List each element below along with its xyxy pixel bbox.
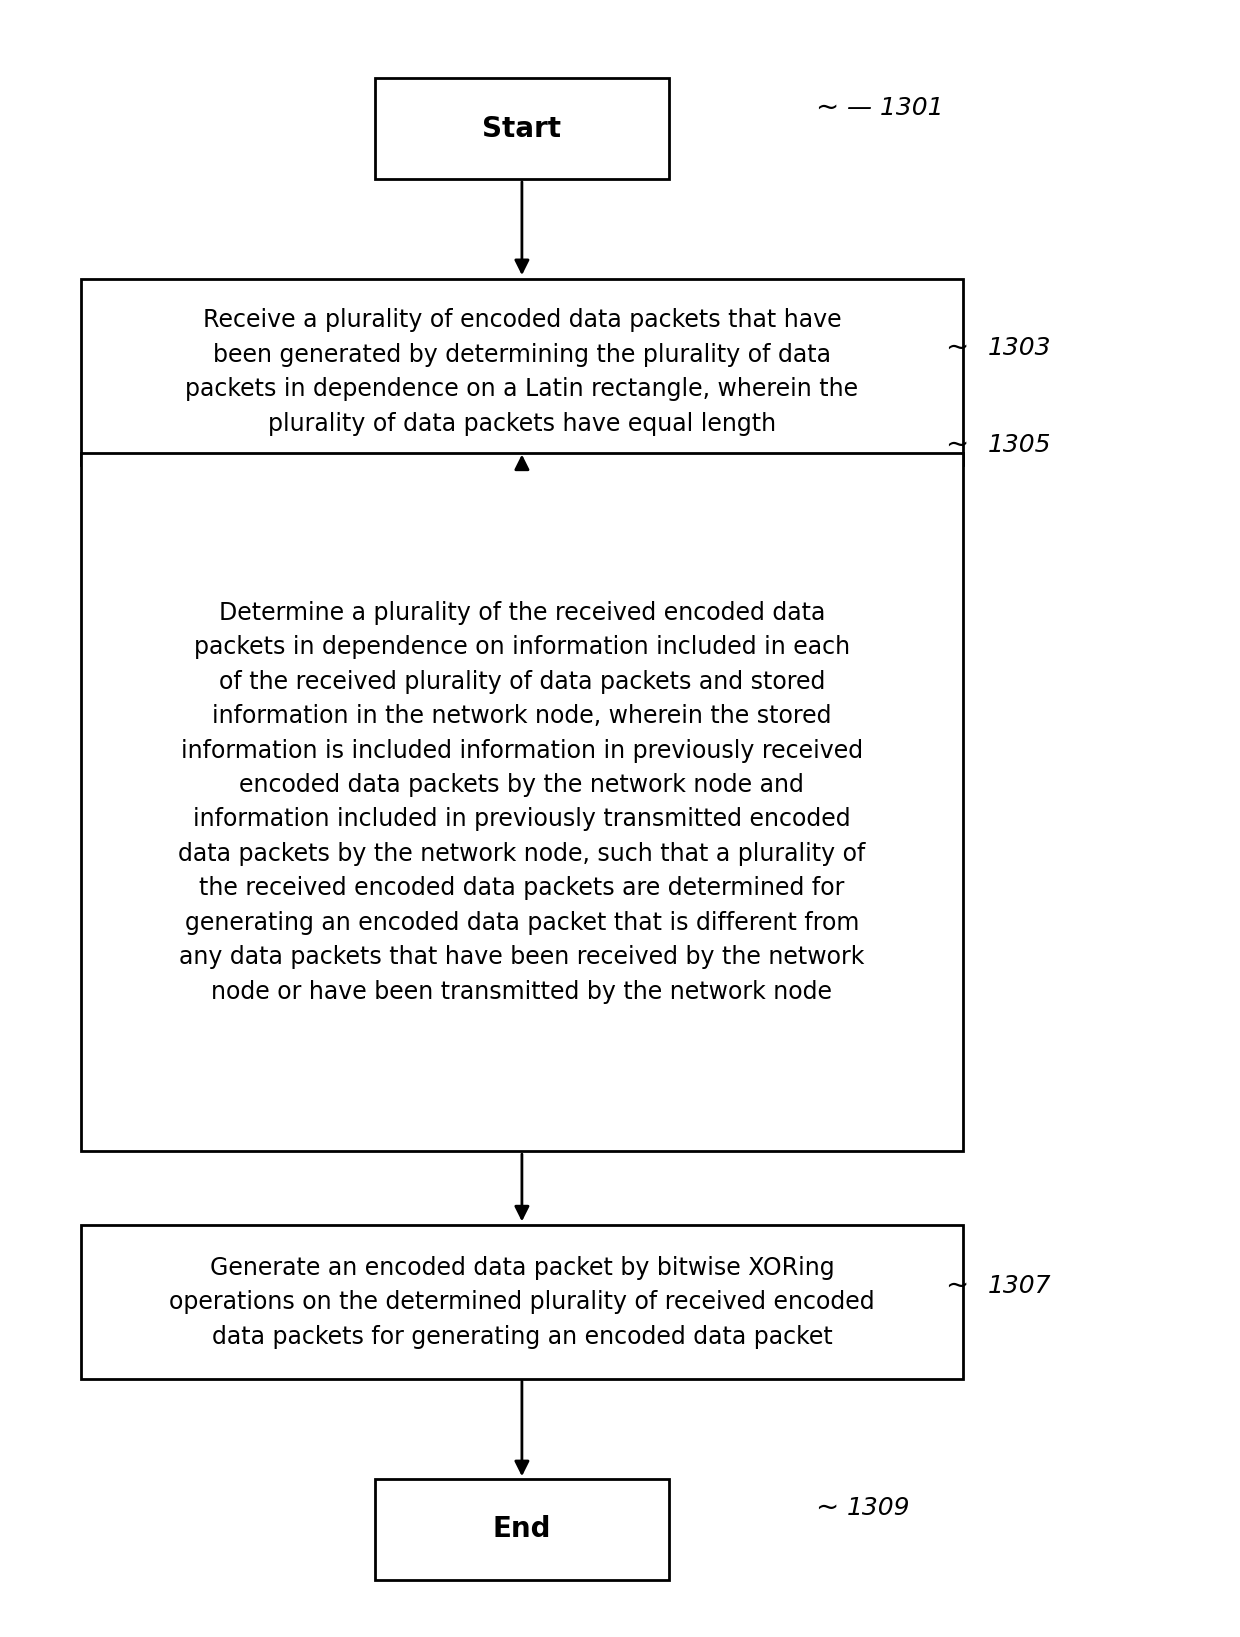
Text: ~: ~: [816, 1495, 848, 1522]
Text: 1305: 1305: [988, 434, 1052, 457]
Text: End: End: [492, 1516, 551, 1544]
Text: Receive a plurality of encoded data packets that have
been generated by determin: Receive a plurality of encoded data pack…: [185, 308, 858, 435]
Text: ~: ~: [946, 1272, 978, 1300]
FancyBboxPatch shape: [374, 79, 670, 178]
Text: — 1301: — 1301: [847, 95, 944, 120]
FancyBboxPatch shape: [374, 1480, 670, 1580]
Text: Generate an encoded data packet by bitwise XORing
operations on the determined p: Generate an encoded data packet by bitwi…: [169, 1256, 874, 1349]
Text: ~: ~: [946, 334, 978, 362]
Text: 1307: 1307: [988, 1274, 1052, 1298]
Text: Start: Start: [482, 115, 562, 142]
Text: 1309: 1309: [847, 1496, 910, 1521]
Text: ~: ~: [816, 93, 848, 121]
Text: 1303: 1303: [988, 336, 1052, 360]
Text: ~: ~: [946, 431, 978, 460]
FancyBboxPatch shape: [81, 453, 963, 1151]
FancyBboxPatch shape: [81, 1224, 963, 1380]
Text: Determine a plurality of the received encoded data
packets in dependence on info: Determine a plurality of the received en…: [179, 601, 866, 1003]
FancyBboxPatch shape: [81, 278, 963, 465]
